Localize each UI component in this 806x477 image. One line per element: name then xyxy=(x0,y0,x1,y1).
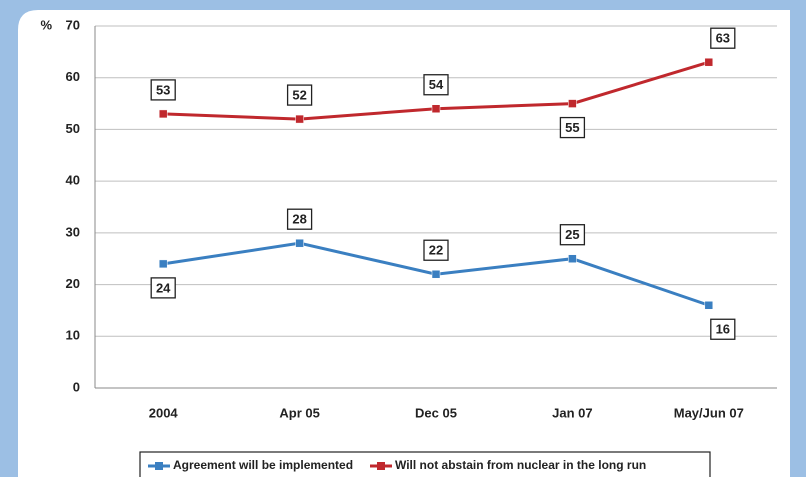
y-tick-label: 10 xyxy=(66,328,80,343)
point-marker xyxy=(295,238,304,248)
data-label: 24 xyxy=(156,280,171,295)
data-label-box xyxy=(286,208,313,230)
data-label: 52 xyxy=(292,88,306,103)
data-label-box xyxy=(286,84,313,106)
data-label: 55 xyxy=(565,120,579,135)
data-label-box xyxy=(423,74,449,96)
legend-label: Will not abstain from nuclear in the lon… xyxy=(395,458,646,472)
point-marker xyxy=(295,114,304,124)
data-label-box xyxy=(710,27,736,49)
point-marker xyxy=(704,57,714,67)
data-label-box xyxy=(150,79,176,101)
data-label: 28 xyxy=(292,212,306,227)
data-label: 25 xyxy=(565,227,579,242)
y-tick-label: 60 xyxy=(66,69,80,84)
data-label-box xyxy=(559,224,586,246)
data-label: 16 xyxy=(716,322,730,337)
data-label: 53 xyxy=(156,82,170,97)
y-tick-label: 0 xyxy=(73,379,80,394)
y-tick-label: 20 xyxy=(66,276,80,291)
data-label: 22 xyxy=(429,243,443,258)
point-marker xyxy=(568,99,577,108)
x-tick-label: 2004 xyxy=(149,405,179,420)
point-marker xyxy=(158,109,168,119)
point-marker xyxy=(158,259,168,269)
y-axis-label: % xyxy=(40,17,52,32)
data-label-box xyxy=(559,116,586,139)
point-marker xyxy=(568,254,577,263)
data-label-box xyxy=(423,239,449,261)
point-marker xyxy=(704,301,714,310)
y-tick-label: 40 xyxy=(66,173,80,188)
x-tick-label: Jan 07 xyxy=(552,405,592,420)
legend-box xyxy=(139,451,711,477)
point-marker xyxy=(431,104,441,113)
y-tick-label: 30 xyxy=(66,224,80,239)
x-tick-label: Apr 05 xyxy=(279,405,319,420)
data-label-box xyxy=(710,318,736,340)
y-tick-label: 50 xyxy=(66,121,80,136)
legend-marker xyxy=(377,462,385,470)
x-tick-label: May/Jun 07 xyxy=(674,405,744,420)
point-marker xyxy=(431,269,441,279)
legend-label: Agreement will be implemented xyxy=(173,458,353,472)
x-tick-label: Dec 05 xyxy=(415,405,457,420)
data-label: 54 xyxy=(429,77,444,92)
legend-marker xyxy=(155,462,163,470)
data-label-box xyxy=(150,277,176,299)
data-label: 63 xyxy=(716,31,730,46)
chart-panel xyxy=(18,10,790,477)
y-tick-label: 70 xyxy=(66,17,80,32)
